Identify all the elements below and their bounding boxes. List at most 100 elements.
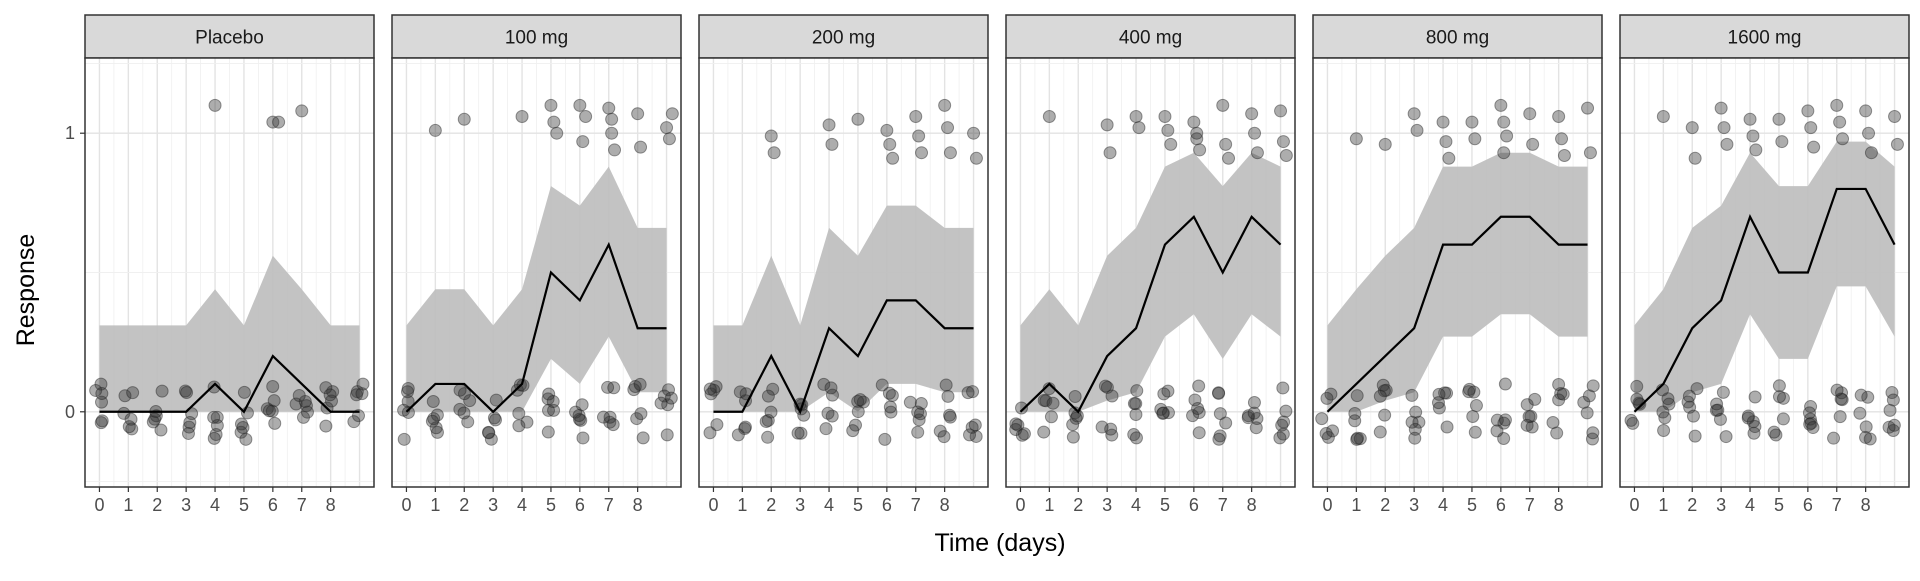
data-point	[883, 137, 897, 151]
data-point	[1657, 424, 1671, 438]
data-point	[1746, 129, 1760, 143]
data-point	[569, 405, 583, 419]
data-point	[1769, 428, 1783, 442]
data-point	[210, 418, 224, 432]
data-point	[1469, 399, 1483, 413]
data-point	[731, 428, 745, 442]
data-point	[1405, 388, 1419, 402]
data-point	[1862, 126, 1876, 140]
data-point	[853, 393, 867, 407]
data-point	[627, 383, 641, 397]
panel-border	[1312, 57, 1603, 488]
data-point	[1626, 416, 1640, 430]
data-point	[825, 388, 839, 402]
data-point	[1494, 98, 1508, 112]
data-point	[95, 395, 109, 409]
data-point	[1320, 391, 1334, 405]
data-point	[703, 382, 717, 396]
data-point	[939, 378, 953, 392]
data-point	[236, 420, 250, 434]
x-tick-label: 3	[1409, 495, 1419, 515]
x-tick-label: 5	[853, 495, 863, 515]
data-point	[764, 129, 778, 143]
data-point	[709, 380, 723, 394]
data-point	[1127, 397, 1141, 411]
data-point	[1497, 416, 1511, 430]
data-point	[1827, 431, 1841, 445]
data-point	[1066, 418, 1080, 432]
data-point	[1688, 429, 1702, 443]
facet-label: 1600 mg	[1728, 28, 1802, 49]
x-tick-label: 1	[1658, 495, 1668, 515]
data-point	[1011, 418, 1025, 432]
data-point	[938, 98, 952, 112]
data-point	[1836, 132, 1850, 146]
data-point	[428, 123, 442, 137]
data-point	[1556, 387, 1570, 401]
data-point	[512, 419, 526, 433]
data-point	[122, 420, 136, 434]
data-point	[1276, 135, 1290, 149]
x-tick-label: 3	[181, 495, 191, 515]
data-point	[1719, 430, 1733, 444]
data-point	[1095, 420, 1109, 434]
data-point	[1213, 429, 1227, 443]
data-point	[457, 112, 471, 126]
data-point	[660, 121, 674, 135]
data-point	[606, 418, 620, 432]
data-point	[1350, 389, 1364, 403]
data-point	[488, 413, 502, 427]
data-point	[1103, 146, 1117, 160]
x-tick-label: 0	[708, 495, 718, 515]
data-point	[1546, 415, 1560, 429]
data-point	[1188, 393, 1202, 407]
data-point	[1186, 409, 1200, 423]
data-point	[704, 387, 718, 401]
data-point	[268, 416, 282, 430]
data-point	[1373, 389, 1387, 403]
data-point	[602, 101, 616, 115]
data-point	[943, 410, 957, 424]
data-point	[1164, 137, 1178, 151]
data-point	[1191, 402, 1205, 416]
data-point	[1500, 129, 1514, 143]
data-point	[794, 426, 808, 440]
facet-panel: 800 mg 0 1 2 3 4 5 6 7 8	[1312, 14, 1603, 515]
x-tick-label: 2	[1073, 495, 1083, 515]
data-point	[1378, 408, 1392, 422]
data-point	[1247, 396, 1261, 410]
data-point	[1468, 132, 1482, 146]
data-point	[966, 385, 980, 399]
data-point	[882, 386, 896, 400]
data-point	[350, 385, 364, 399]
data-point	[323, 388, 337, 402]
data-point	[1886, 424, 1900, 438]
data-point	[547, 403, 561, 417]
data-point	[1042, 110, 1056, 123]
facet-label: 800 mg	[1426, 28, 1489, 49]
data-point	[1772, 112, 1786, 126]
data-point	[1582, 389, 1596, 403]
data-point	[1462, 382, 1476, 396]
data-point	[703, 426, 717, 440]
data-point	[207, 410, 221, 424]
data-point	[1465, 115, 1479, 129]
data-point	[607, 381, 621, 395]
data-point	[1127, 428, 1141, 442]
data-point	[482, 426, 496, 440]
facet-panel: 100 mg 0 1 2 3 4 5 6 7 8	[391, 14, 682, 515]
data-point	[178, 384, 192, 398]
data-point	[885, 388, 899, 402]
data-point	[596, 410, 610, 424]
data-point	[1130, 384, 1144, 398]
data-point	[1710, 397, 1724, 411]
x-tick-label: 7	[911, 495, 921, 515]
data-point	[574, 413, 588, 427]
data-point	[1104, 422, 1118, 436]
data-point	[266, 379, 280, 393]
x-tick-label: 5	[1467, 495, 1477, 515]
data-point	[1497, 146, 1511, 160]
data-point	[484, 432, 498, 446]
data-point	[1349, 132, 1363, 146]
data-point	[1746, 415, 1760, 429]
